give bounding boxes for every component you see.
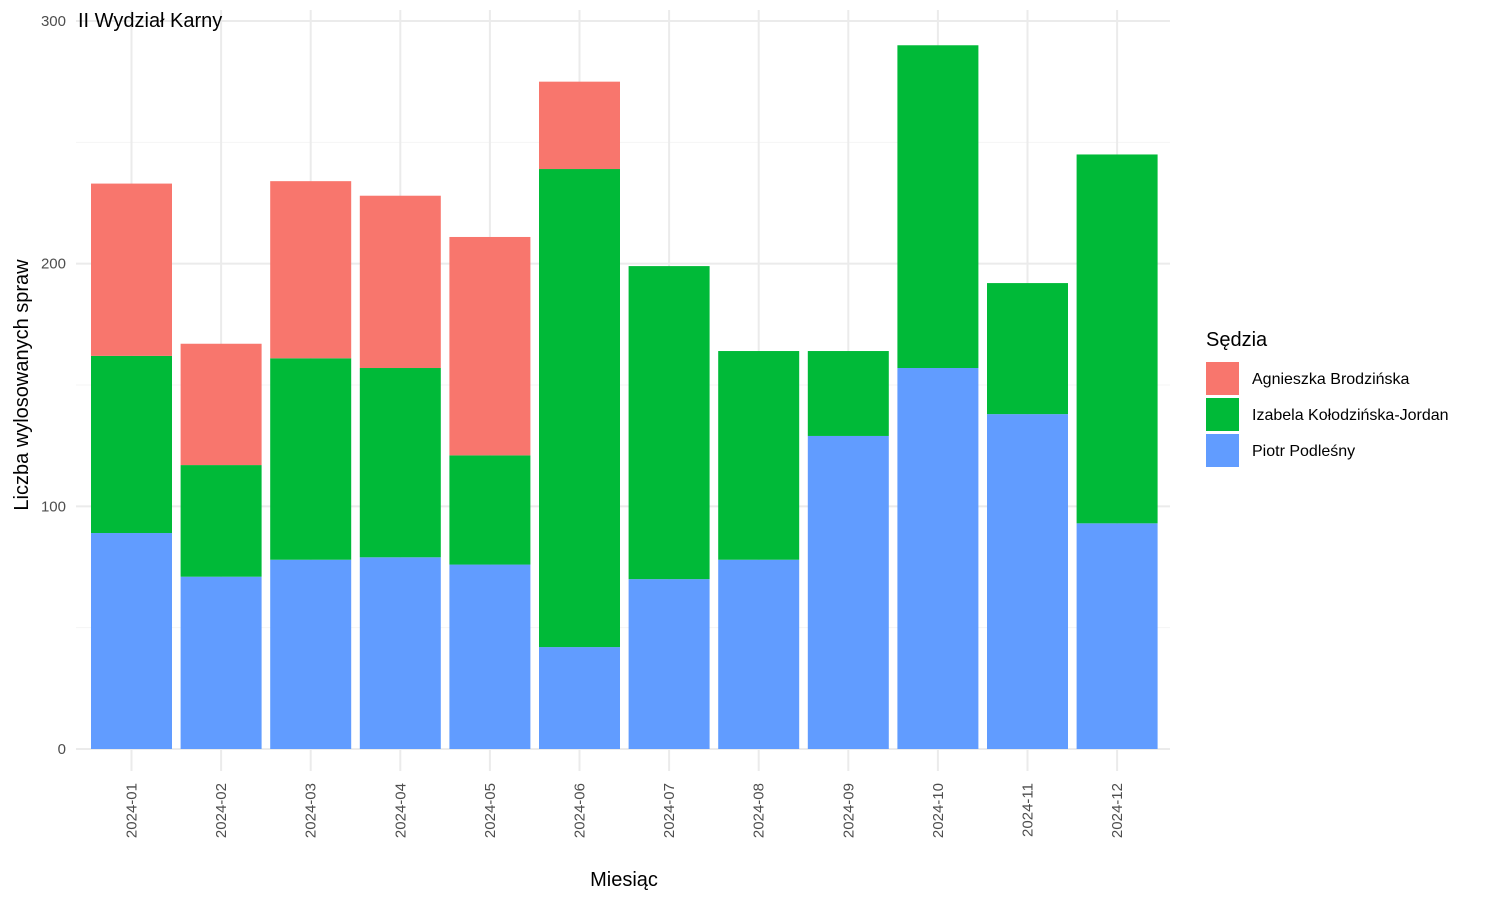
bar-segment	[897, 368, 979, 749]
bar-segment	[270, 559, 352, 749]
bar-segment	[987, 414, 1068, 749]
x-tick-label: 2024-03	[303, 783, 320, 838]
bar-segment	[1076, 154, 1158, 524]
bar-segment	[359, 368, 441, 558]
y-tick-label: 300	[41, 13, 66, 30]
bar-segment	[91, 355, 172, 534]
legend-title: Sędzia	[1206, 329, 1268, 351]
x-tick-label: 2024-12	[1109, 783, 1126, 838]
y-axis-title: Liczba wylosowanych spraw	[11, 259, 33, 511]
x-tick-label: 2024-10	[930, 783, 947, 838]
bar-segment	[180, 343, 262, 466]
legend-label: Agnieszka Brodzińska	[1252, 371, 1410, 388]
x-tick-label: 2024-08	[751, 783, 768, 838]
legend: Sędzia Agnieszka Brodzińska Izabela Kołod…	[1206, 329, 1449, 467]
legend-label: Piotr Podleśny	[1252, 443, 1355, 460]
legend-swatch	[1206, 398, 1239, 431]
bar-segment	[807, 435, 889, 749]
bar-segment	[180, 576, 262, 749]
x-tick-label: 2024-11	[1020, 783, 1037, 837]
bar-segment	[91, 183, 172, 356]
bar-segment	[987, 283, 1068, 415]
legend-label: Izabela Kołodzińska-Jordan	[1252, 407, 1449, 424]
x-axis-ticks: 2024-01 2024-02 2024-03 2024-04 2024-05 2024-…	[124, 783, 1127, 838]
bars	[91, 45, 1158, 749]
bar-segment	[897, 45, 979, 369]
bar-segment	[539, 81, 620, 170]
bar-segment	[449, 455, 531, 565]
bar-segment	[270, 358, 352, 560]
y-tick-label: 200	[41, 256, 66, 273]
bar-segment	[539, 647, 620, 749]
bar-segment	[449, 564, 531, 749]
x-tick-label: 2024-07	[661, 783, 678, 838]
bar-segment	[1076, 523, 1158, 749]
x-tick-label: 2024-06	[572, 783, 589, 838]
bar-segment	[359, 557, 441, 749]
legend-swatch	[1206, 434, 1239, 467]
x-tick-label: 2024-04	[392, 783, 409, 838]
bar-segment	[718, 559, 800, 749]
chart-title: II Wydział Karny	[78, 10, 222, 32]
legend-items: Agnieszka Brodzińska Izabela Kołodzińska-…	[1206, 362, 1449, 467]
bar-segment	[628, 266, 710, 580]
x-tick-label: 2024-02	[213, 783, 230, 838]
x-tick-label: 2024-05	[482, 783, 499, 838]
bar-segment	[180, 465, 262, 577]
x-axis-title: Miesiąc	[590, 869, 658, 891]
bar-segment	[359, 195, 441, 369]
bar-segment	[718, 351, 800, 560]
bar-segment	[539, 169, 620, 648]
y-axis-ticks: 0 100 200 300	[41, 13, 66, 758]
x-tick-label: 2024-01	[124, 783, 141, 838]
x-tick-label: 2024-09	[840, 783, 857, 838]
legend-swatch	[1206, 362, 1239, 395]
bar-segment	[270, 181, 352, 359]
y-tick-label: 0	[58, 741, 66, 758]
bar-segment	[807, 351, 889, 436]
bar-segment	[628, 579, 710, 749]
y-tick-label: 100	[41, 498, 66, 515]
bar-segment	[449, 236, 531, 456]
bar-segment	[91, 533, 172, 749]
